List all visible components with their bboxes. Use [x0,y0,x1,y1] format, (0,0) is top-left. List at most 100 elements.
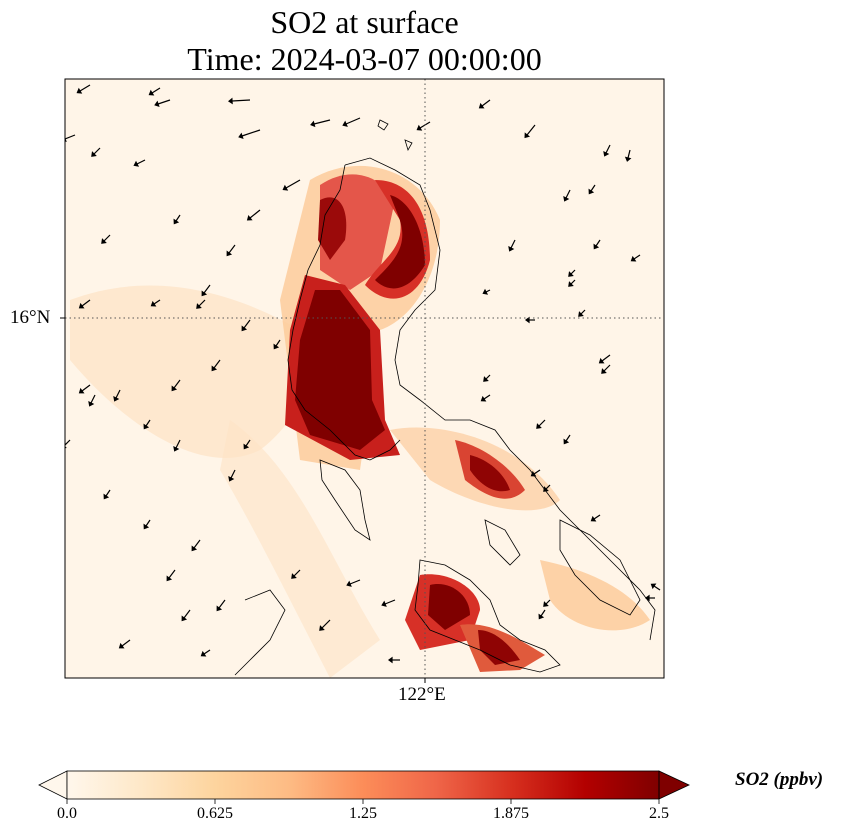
wind-arrow-head [273,343,280,350]
wind-arrow-head [143,423,150,430]
wind-arrow-shaft [203,284,211,294]
wind-arrow-shaft [313,119,331,125]
wind-arrow-head [196,303,202,309]
wind-arrow-head [478,102,485,109]
wind-arrow-shaft [485,374,491,380]
wind-arrow-head [630,255,637,262]
wind-arrow-shaft [115,389,121,399]
wind-arrow-shaft [593,514,601,520]
wind-arrow-shaft [601,354,611,362]
wind-arrow-shaft [153,299,161,305]
wind-arrow-head [319,625,325,631]
map-frame [64,78,665,679]
wind-arrow-head [482,288,489,295]
wind-arrow-head [568,271,574,277]
wind-arrow-head [181,615,188,622]
wind-arrow-head [593,243,600,250]
wind-arrow-head [538,613,545,620]
wind-arrow-head [543,601,549,607]
wind-arrow-head [211,365,218,372]
wind-vectors [65,84,661,664]
wind-arrow-shaft [485,289,491,293]
so2-plume-faint-west [70,285,313,458]
wind-arrow-head [530,470,537,477]
wind-arrow-shaft [545,599,551,605]
wind-arrow-shaft [590,184,596,192]
wind-arrow-shaft [183,609,191,619]
wind-arrow-shaft [653,585,661,591]
wind-arrow-head [173,218,180,225]
wind-arrow-head [171,385,178,392]
wind-arrow-shaft [193,539,201,549]
so2-plume-faint-south [220,420,380,678]
wind-arrow-head [508,245,515,252]
wind-arrow-shaft [603,364,611,372]
wind-arrow-shaft [198,299,206,307]
island-batanes [377,119,389,131]
wind-arrow-head [200,650,207,657]
wind-arrow-shaft [93,147,101,155]
wind-arrow-head [590,515,597,522]
wind-arrow-shaft [293,569,301,577]
wind-arrow-head [543,486,549,492]
so2-high-north [318,197,347,260]
mindoro-coast [319,459,371,541]
so2-high-east [470,455,510,492]
wind-arrow-head [644,594,650,602]
wind-arrow-shaft [175,439,181,449]
wind-arrow-shaft [483,394,491,400]
wind-arrow-head [346,580,352,587]
wind-arrow-shaft [218,599,226,609]
wind-arrow-shaft [565,189,571,199]
map-title: SO2 at surface [270,4,459,40]
colorbar-tick-label: 1.25 [349,805,377,822]
wind-arrow-head [150,300,157,307]
wind-arrow-shaft [570,269,576,275]
wind-arrow-shaft [81,299,91,307]
wind-arrow-shaft [481,99,491,107]
wind-arrow-head [480,395,487,402]
wind-arrow-head [154,100,160,108]
wind-arrow-shaft [526,124,536,136]
wind-arrow-head [226,250,233,257]
wind-arrow-shaft [570,279,576,285]
lon-tick-label: 122°E [398,684,446,705]
wind-arrow-shaft [545,484,551,490]
wind-arrow-head [241,325,248,332]
wind-arrow-shaft [173,379,181,389]
wind-arrow-shaft [145,419,151,427]
wind-arrow-head [238,132,244,140]
wind-arrow-head [416,124,423,131]
wind-arrow-shaft [249,209,261,219]
wind-arrow-shaft [633,254,641,260]
wind-arrow-shaft [321,619,331,629]
wind-arrow-shaft [203,649,211,655]
wind-arrow-head [578,311,584,317]
wind-arrow-shaft [136,159,146,165]
wind-arrow-head [563,195,570,202]
so2-field [70,165,650,678]
colorbar-extend-min [38,770,68,800]
wind-arrow-shaft [245,439,251,447]
wind-arrow-shaft [81,384,91,392]
wind-arrow-head [148,89,155,96]
wind-arrow-head [381,600,387,607]
wind-arrow-shaft [384,599,396,605]
wind-arrow-shaft [121,639,131,647]
wind-arrow-shaft [605,144,611,154]
wind-arrow-shaft [228,244,236,254]
wind-arrow-shaft [151,87,161,94]
wind-arrow-head [483,376,489,382]
wind-arrow-head [133,160,140,167]
wind-arrow-head [243,443,250,450]
wind-arrow-head [524,132,531,139]
colorbar-tick-label: 0.625 [197,805,233,822]
island-babuyan [404,139,413,152]
wind-arrow-head [598,357,605,364]
wind-arrow-head [78,302,85,309]
wind-arrow-head [601,368,607,374]
lat-tick-label: 16°N [10,307,51,328]
wind-arrow-shaft [79,84,91,92]
map-subtitle-time: Time: 2024-03-07 00:00:00 [187,41,542,77]
wind-arrow-head [310,120,316,128]
